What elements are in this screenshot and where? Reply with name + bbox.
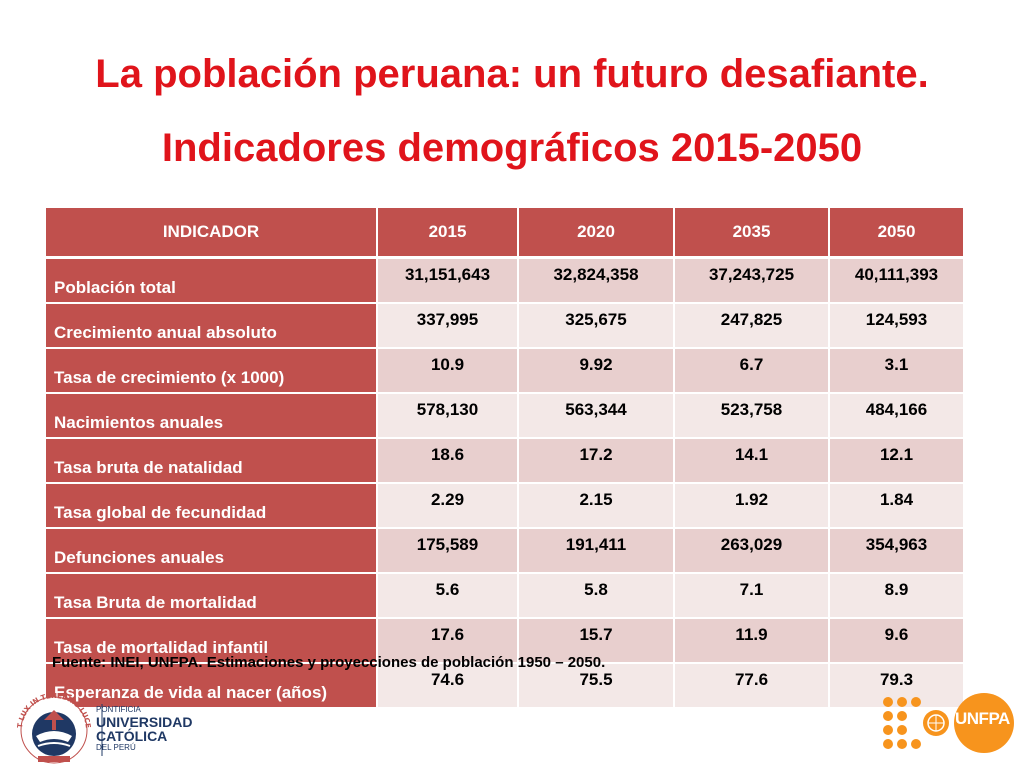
pucp-line3: CATÓLICA: [96, 728, 168, 744]
cell-value: 354,963: [828, 527, 965, 574]
table-row: Población total 31,151,643 32,824,358 37…: [44, 256, 965, 304]
table-header-row: INDICADOR 2015 2020 2035 2050: [44, 206, 965, 259]
pucp-wordmark: PONTIFICIA UNIVERSIDAD CATÓLICA DEL PERÚ: [96, 706, 192, 752]
table-row: Nacimientos anuales 578,130 563,344 523,…: [44, 392, 965, 439]
cell-value: 2.29: [376, 482, 519, 529]
cell-value: 523,758: [673, 392, 830, 439]
cell-value: 18.6: [376, 437, 519, 484]
cell-value: 31,151,643: [376, 256, 519, 304]
cell-value: 563,344: [517, 392, 675, 439]
cell-value: 337,995: [376, 302, 519, 349]
cell-value: 79.3: [828, 662, 965, 709]
row-label: Defunciones anuales: [44, 527, 378, 574]
slide-subtitle: Indicadores demográficos 2015-2050: [161, 126, 863, 170]
source-note: Fuente: INEI, UNFPA. Estimaciones y proy…: [52, 654, 606, 671]
cell-value: 8.9: [828, 572, 965, 619]
cell-value: 191,411: [517, 527, 675, 574]
cell-value: 15.7: [517, 617, 675, 664]
slide-title: La población peruana: un futuro desafian…: [95, 52, 929, 96]
cell-value: 578,130: [376, 392, 519, 439]
indicators-table: INDICADOR 2015 2020 2035 2050 Población …: [44, 206, 965, 709]
cell-value: 37,243,725: [673, 256, 830, 304]
row-label: Población total: [44, 256, 378, 304]
cell-value: 5.6: [376, 572, 519, 619]
cell-value: 40,111,393: [828, 256, 965, 304]
cell-value: 1.84: [828, 482, 965, 529]
cell-value: 5.8: [517, 572, 675, 619]
cell-value: 124,593: [828, 302, 965, 349]
header-2050: 2050: [828, 206, 965, 259]
cell-value: 32,824,358: [517, 256, 675, 304]
cell-value: 11.9: [673, 617, 830, 664]
cell-value: 247,825: [673, 302, 830, 349]
pucp-line2: UNIVERSIDAD: [96, 714, 193, 730]
pucp-line4: DEL PERÚ: [96, 743, 136, 752]
cell-value: 6.7: [673, 347, 830, 394]
table-row: Tasa Bruta de mortalidad 5.6 5.8 7.1 8.9: [44, 572, 965, 619]
row-label: Nacimientos anuales: [44, 392, 378, 439]
header-2035: 2035: [673, 206, 830, 259]
cell-value: 2.15: [517, 482, 675, 529]
pucp-logo: ET LUX IN TENEBRIS LUCET: [14, 690, 103, 764]
header-2015: 2015: [376, 206, 519, 259]
unfpa-wordmark: UNFPA: [955, 709, 1010, 728]
table-row: Crecimiento anual absoluto 337,995 325,6…: [44, 302, 965, 349]
table-row: Esperanza de vida al nacer (años) 74.6 7…: [44, 662, 965, 709]
row-label: Tasa bruta de natalidad: [44, 437, 378, 484]
table-row: Defunciones anuales 175,589 191,411 263,…: [44, 527, 965, 574]
row-label: Tasa de mortalidad infantil: [44, 617, 378, 664]
table-row: Tasa global de fecundidad 2.29 2.15 1.92…: [44, 482, 965, 529]
cell-value: 9.6: [828, 617, 965, 664]
cell-value: 175,589: [376, 527, 519, 574]
cell-value: 9.92: [517, 347, 675, 394]
pucp-line1: PONTIFICIA: [96, 705, 141, 714]
cell-value: 263,029: [673, 527, 830, 574]
cell-value: 12.1: [828, 437, 965, 484]
cell-value: 3.1: [828, 347, 965, 394]
row-label: Esperanza de vida al nacer (años): [44, 662, 378, 709]
header-indicador: INDICADOR: [44, 206, 378, 259]
row-label: Tasa global de fecundidad: [44, 482, 378, 529]
table-row: Tasa bruta de natalidad 18.6 17.2 14.1 1…: [44, 437, 965, 484]
row-label: Crecimiento anual absoluto: [44, 302, 378, 349]
table-row: Tasa de mortalidad infantil 17.6 15.7 11…: [44, 617, 965, 664]
cell-value: 77.6: [673, 662, 830, 709]
cell-value: 325,675: [517, 302, 675, 349]
cell-value: 484,166: [828, 392, 965, 439]
cell-value: 17.6: [376, 617, 519, 664]
cell-value: 1.92: [673, 482, 830, 529]
cell-value: 74.6: [376, 662, 519, 709]
cell-value: 10.9: [376, 347, 519, 394]
header-2020: 2020: [517, 206, 675, 259]
table-row: Tasa de crecimiento (x 1000) 10.9 9.92 6…: [44, 347, 965, 394]
unfpa-logo: [883, 693, 1014, 753]
cell-value: 14.1: [673, 437, 830, 484]
cell-value: 75.5: [517, 662, 675, 709]
row-label: Tasa Bruta de mortalidad: [44, 572, 378, 619]
row-label: Tasa de crecimiento (x 1000): [44, 347, 378, 394]
cell-value: 7.1: [673, 572, 830, 619]
cell-value: 17.2: [517, 437, 675, 484]
